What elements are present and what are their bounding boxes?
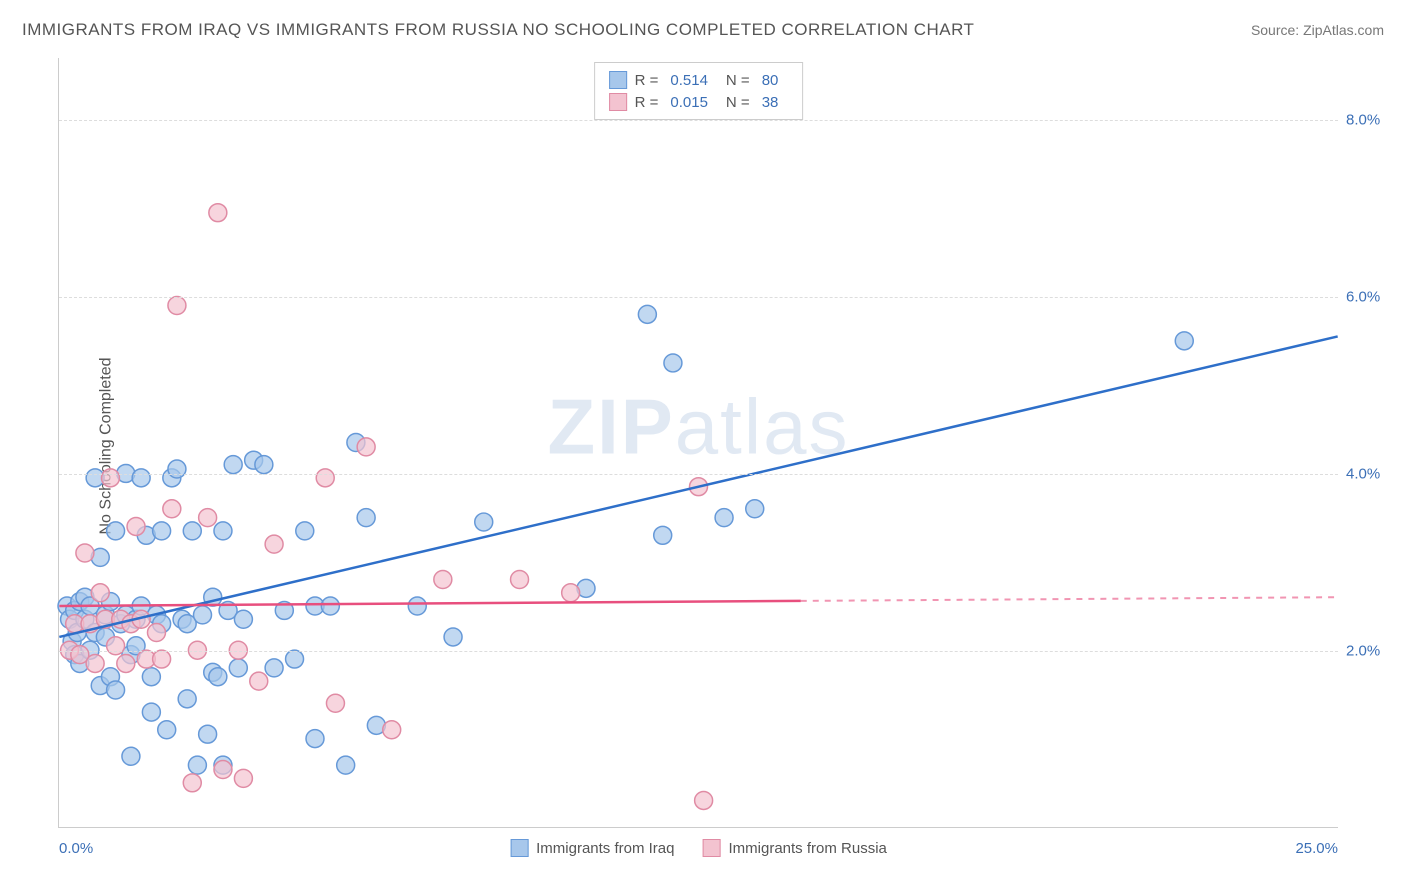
legend-item-russia: Immigrants from Russia — [703, 839, 887, 857]
series-legend: Immigrants from Iraq Immigrants from Rus… — [510, 839, 887, 857]
gridline — [59, 120, 1338, 121]
y-tick-label: 4.0% — [1346, 465, 1396, 482]
plot-area: ZIPatlas R = 0.514 N = 80 R = 0.015 N = … — [58, 58, 1338, 828]
legend-label-russia: Immigrants from Russia — [729, 840, 887, 857]
y-tick-label: 8.0% — [1346, 111, 1396, 128]
chart-title: IMMIGRANTS FROM IRAQ VS IMMIGRANTS FROM … — [22, 20, 974, 40]
legend-item-iraq: Immigrants from Iraq — [510, 839, 674, 857]
x-min-label: 0.0% — [59, 840, 93, 857]
swatch-russia — [703, 839, 721, 857]
legend-label-iraq: Immigrants from Iraq — [536, 840, 674, 857]
gridline — [59, 474, 1338, 475]
swatch-iraq — [510, 839, 528, 857]
source-label: Source: ZipAtlas.com — [1251, 22, 1384, 38]
y-tick-label: 2.0% — [1346, 642, 1396, 659]
chart-svg — [59, 58, 1338, 827]
gridline — [59, 297, 1338, 298]
y-tick-label: 6.0% — [1346, 288, 1396, 305]
gridline — [59, 651, 1338, 652]
x-max-label: 25.0% — [1295, 840, 1338, 857]
